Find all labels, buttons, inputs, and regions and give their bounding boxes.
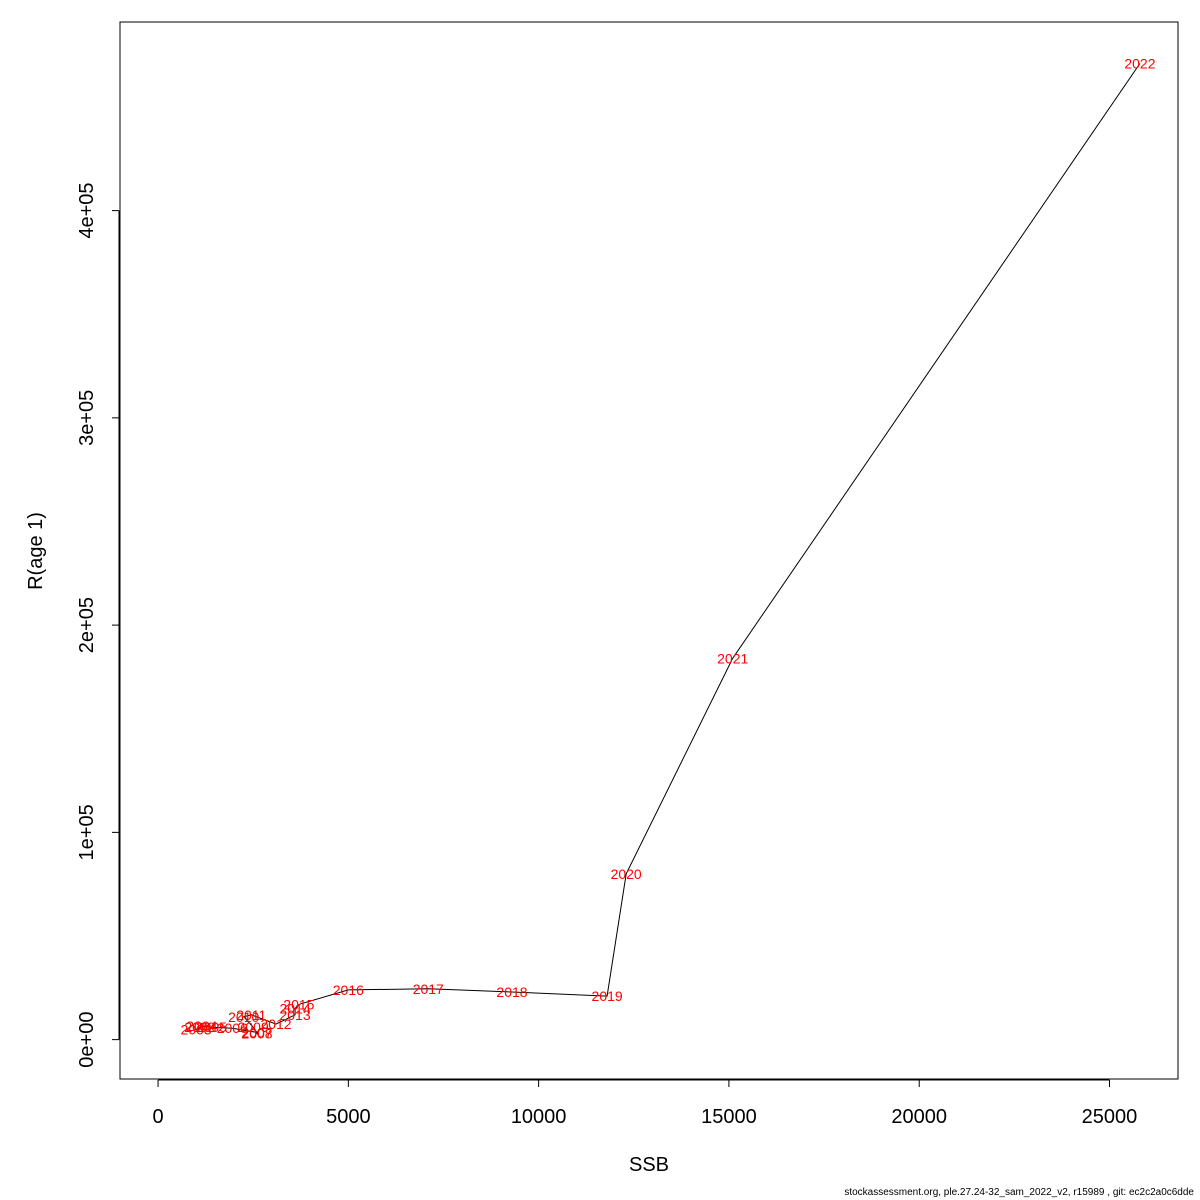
x-tick-label: 0 xyxy=(152,1106,163,1128)
plot-frame xyxy=(119,21,1179,1080)
x-tick-label: 20000 xyxy=(891,1106,947,1128)
x-axis-title: SSB xyxy=(629,1154,669,1176)
y-tick-label: 2e+05 xyxy=(76,597,98,653)
x-tick-label: 5000 xyxy=(326,1106,371,1128)
x-tick-label: 15000 xyxy=(701,1106,757,1128)
year-label-2017: 2017 xyxy=(413,981,444,997)
y-tick-label: 1e+05 xyxy=(76,804,98,860)
year-label-2011: 2011 xyxy=(236,1007,266,1023)
y-tick-label: 3e+05 xyxy=(76,390,98,446)
year-label-2013: 2013 xyxy=(279,1007,310,1023)
year-label-2018: 2018 xyxy=(496,984,527,1000)
x-tick-label: 25000 xyxy=(1082,1106,1138,1128)
year-label-2003: 2003 xyxy=(181,1021,212,1037)
year-label-2021: 2021 xyxy=(717,650,748,666)
year-label-2015: 2015 xyxy=(283,996,314,1012)
year-label-2012: 2012 xyxy=(260,1016,291,1032)
y-tick-label: 0e+00 xyxy=(76,1012,98,1068)
year-label-2020: 2020 xyxy=(611,866,642,882)
year-label-2007: 2007 xyxy=(241,1024,272,1040)
y-tick-label: 4e+05 xyxy=(76,183,98,239)
year-label-2002: 2002 xyxy=(184,1019,215,1035)
year-label-2004: 2004 xyxy=(186,1018,217,1034)
footer-caption: stockassessment.org, ple.27.24-32_sam_20… xyxy=(844,1187,1194,1198)
year-label-2009: 2009 xyxy=(238,1019,269,1035)
year-label-2008: 2008 xyxy=(241,1025,272,1041)
year-label-2019: 2019 xyxy=(592,988,623,1004)
year-label-2010: 2010 xyxy=(228,1009,259,1025)
year-label-2005: 2005 xyxy=(196,1019,227,1035)
year-label-2022: 2022 xyxy=(1124,55,1155,71)
year-label-2006: 2006 xyxy=(217,1020,248,1036)
x-axis: 0 5000 10000 15000 20000 25000 xyxy=(152,1079,1138,1128)
y-axis: 0e+00 1e+05 2e+05 3e+05 4e+05 xyxy=(76,183,120,1068)
year-label-2014: 2014 xyxy=(279,1001,310,1017)
year-labels: 2002200320042005200620072008200920102011… xyxy=(181,55,1156,1041)
y-axis-title: R(age 1) xyxy=(25,512,47,590)
year-label-2016: 2016 xyxy=(333,982,364,998)
series-line xyxy=(195,63,1141,1036)
x-tick-label: 10000 xyxy=(511,1106,567,1128)
